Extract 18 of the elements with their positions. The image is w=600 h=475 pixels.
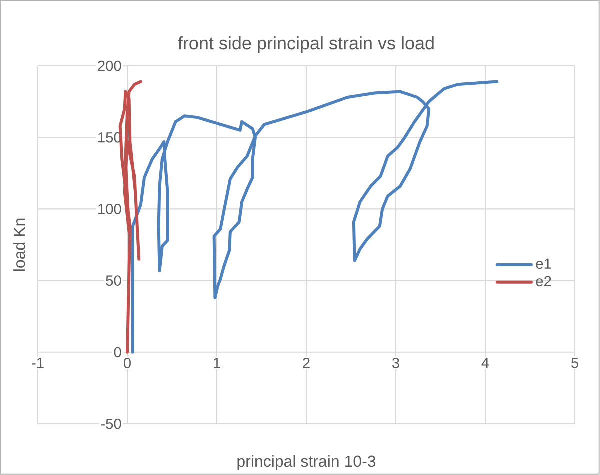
- y-tick-label: 0: [114, 347, 122, 358]
- x-tick-label: 1: [214, 358, 220, 368]
- x-tick-label: 2: [303, 358, 310, 368]
- legend-label: e1: [536, 258, 552, 270]
- chart-title: front side principal strain vs load: [178, 36, 434, 54]
- y-tick-label: 50: [106, 276, 122, 286]
- x-tick-label: 4: [482, 358, 490, 368]
- x-tick-label: -1: [32, 358, 44, 368]
- y-tick-label: 200: [98, 60, 122, 72]
- legend-label: e2: [536, 276, 552, 287]
- x-tick-label: 5: [572, 358, 578, 368]
- y-tick-label: 100: [98, 204, 122, 214]
- x-tick-label: 3: [392, 358, 400, 368]
- line-series: [131, 80, 499, 354]
- y-tick-label: -50: [101, 418, 122, 430]
- x-axis-title: principal strain 10-3: [238, 455, 376, 470]
- y-axis-title: load Kn: [14, 218, 26, 272]
- x-tick-label: 0: [124, 358, 131, 368]
